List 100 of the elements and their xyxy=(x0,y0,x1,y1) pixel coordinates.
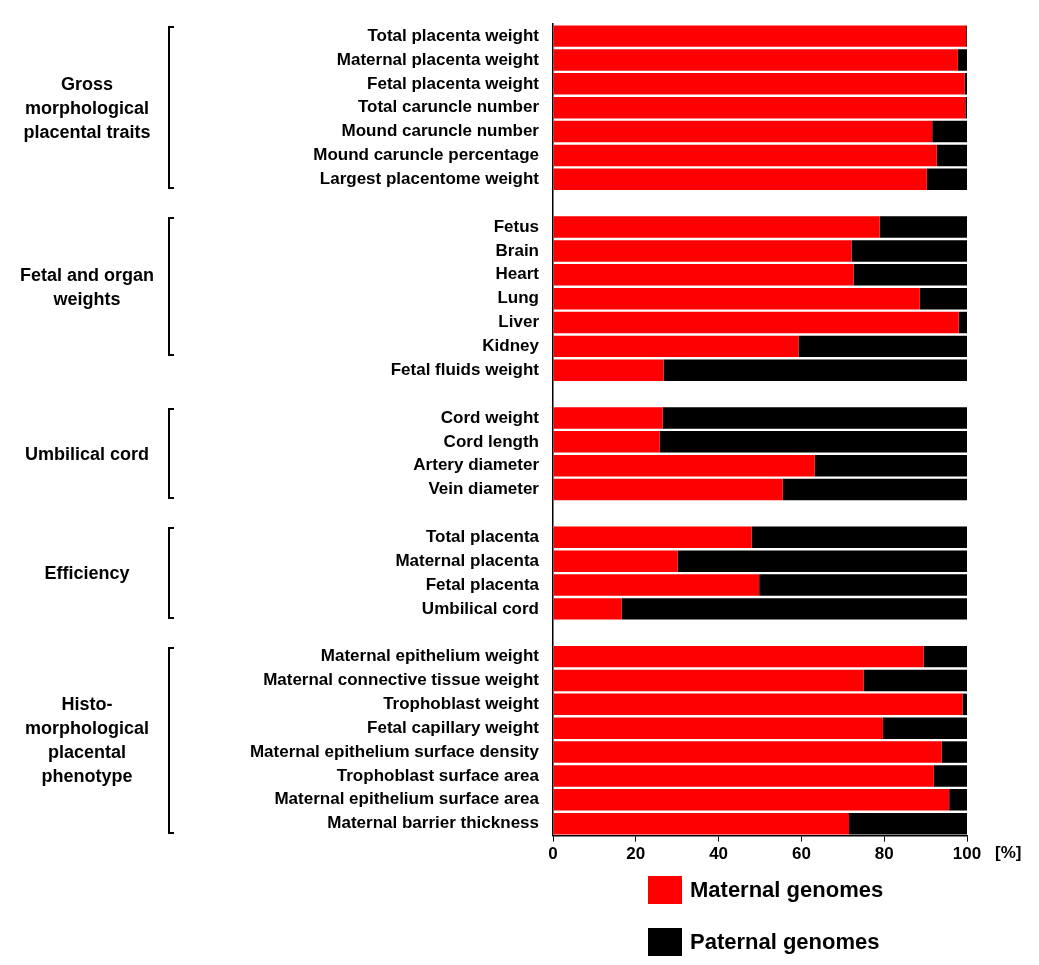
bar xyxy=(553,311,959,334)
y-tick-label: Brain xyxy=(495,240,539,260)
y-tick-label: Largest placentome weight xyxy=(319,169,540,189)
y-tick-label: Maternal barrier thickness xyxy=(327,813,539,833)
y-tick-label: Total caruncle number xyxy=(357,97,540,117)
bar xyxy=(553,645,924,668)
x-tick-label: 80 xyxy=(874,844,894,864)
bar xyxy=(553,574,760,596)
bar xyxy=(851,240,967,262)
y-tick-label: Maternal placenta weight xyxy=(336,49,540,69)
y-tick-label: Fetal fluids weight xyxy=(390,359,540,379)
bar xyxy=(553,431,660,453)
bar xyxy=(751,526,967,549)
bar xyxy=(553,526,752,549)
y-tick-label: Fetus xyxy=(493,216,539,236)
y-tick-label: Fetal placenta xyxy=(425,574,540,594)
bar xyxy=(553,454,815,477)
bar xyxy=(553,717,883,739)
y-tick-label: Artery diameter xyxy=(413,455,540,475)
legend-label: Maternal genomes xyxy=(690,877,884,903)
bar xyxy=(553,359,664,381)
y-tick-label: Umbilical cord xyxy=(421,598,539,618)
y-tick-label: Heart xyxy=(495,264,540,284)
y-tick-label: Lung xyxy=(497,288,539,308)
text: Efficiency xyxy=(43,562,131,586)
bar xyxy=(553,741,942,763)
bar xyxy=(958,311,967,334)
bar xyxy=(553,550,678,572)
bar xyxy=(677,550,967,572)
bar xyxy=(659,431,967,453)
x-tick-label: 60 xyxy=(791,844,811,864)
bar xyxy=(949,789,967,811)
bar xyxy=(936,144,967,167)
bar xyxy=(853,264,967,286)
bar xyxy=(553,73,965,95)
bar xyxy=(863,669,967,692)
bar xyxy=(553,144,937,167)
bar xyxy=(933,765,967,787)
y-tick-label: Fetal capillary weight xyxy=(367,717,540,737)
bar xyxy=(962,693,967,716)
y-tick-label: Maternal epithelium surface area xyxy=(274,789,540,809)
bar xyxy=(553,287,920,310)
y-tick-label: Total placenta weight xyxy=(367,25,540,45)
bar xyxy=(621,598,967,620)
bar xyxy=(553,25,967,47)
bar xyxy=(919,287,967,310)
text: Histo-morphological placental phenotype xyxy=(24,693,150,789)
bar xyxy=(553,168,927,191)
bar xyxy=(663,359,967,381)
bar xyxy=(553,812,850,835)
bar xyxy=(553,240,852,262)
x-tick-label: 40 xyxy=(709,844,729,864)
x-axis-title: [%] xyxy=(995,843,1022,863)
y-tick-label: Mound caruncle number xyxy=(341,121,540,141)
bar xyxy=(553,120,933,143)
bar xyxy=(553,49,958,71)
bar xyxy=(798,335,967,358)
text: Gross morphological placental traits xyxy=(22,72,152,144)
y-tick-label: Trophoblast surface area xyxy=(336,765,540,785)
bar xyxy=(782,478,967,501)
y-tick-label: Maternal epithelium surface density xyxy=(249,741,540,761)
text: Umbilical cord xyxy=(24,442,150,466)
x-tick-label: 0 xyxy=(548,844,558,864)
bar xyxy=(923,645,967,668)
bar xyxy=(553,598,622,620)
bar xyxy=(926,168,967,191)
y-tick-label: Maternal epithelium weight xyxy=(320,646,540,666)
bar xyxy=(879,216,967,238)
y-tick-label: Kidney xyxy=(482,336,540,356)
bar xyxy=(941,741,967,763)
bar xyxy=(553,669,864,692)
bar xyxy=(957,49,967,71)
legend-label: Paternal genomes xyxy=(690,929,880,955)
y-tick-label: Maternal connective tissue weight xyxy=(263,670,540,690)
x-tick-label: 20 xyxy=(626,844,646,864)
bar xyxy=(882,717,967,739)
y-tick-label: Maternal placenta xyxy=(395,550,540,570)
x-tick-label: 100 xyxy=(952,844,982,864)
bar xyxy=(662,407,967,429)
bar xyxy=(553,765,934,787)
y-tick-label: Mound caruncle percentage xyxy=(313,145,539,165)
y-tick-label: Trophoblast weight xyxy=(383,694,540,714)
y-tick-label: Cord length xyxy=(443,431,539,451)
bar xyxy=(553,96,966,119)
y-tick-label: Fetal placenta weight xyxy=(367,73,540,93)
bar xyxy=(553,789,950,811)
bar xyxy=(932,120,967,143)
y-tick-label: Vein diameter xyxy=(428,479,540,499)
bar xyxy=(553,478,783,501)
bar xyxy=(553,407,663,429)
y-tick-label: Total placenta xyxy=(425,526,540,546)
text: Fetal and organ weights xyxy=(19,263,155,311)
bar xyxy=(759,574,967,596)
y-tick-label: Liver xyxy=(498,312,540,332)
y-tick-label: Cord weight xyxy=(440,407,540,427)
bar xyxy=(553,216,880,238)
bar xyxy=(553,335,799,358)
bar xyxy=(553,264,854,286)
bar xyxy=(553,693,963,716)
bar xyxy=(814,454,967,477)
